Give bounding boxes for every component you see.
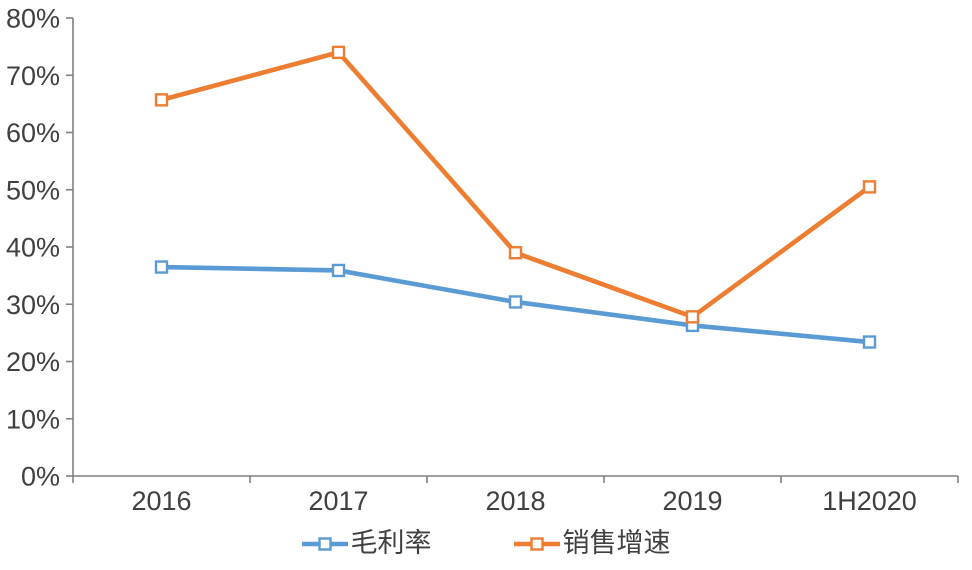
legend: 毛利率 销售增速 [0, 530, 972, 557]
y-axis-label: 0% [21, 462, 60, 492]
legend-square [529, 536, 544, 551]
series-marker-1 [154, 93, 169, 107]
x-axis-label: 2018 [485, 486, 545, 516]
legend-marker-icon [301, 536, 348, 551]
legend-square [317, 536, 332, 551]
series-marker-1 [685, 310, 700, 324]
legend-item-1: 销售增速 [513, 528, 671, 558]
series-marker-1 [331, 45, 346, 60]
x-axis-label: 2019 [662, 486, 722, 516]
series-marker-1 [508, 246, 523, 260]
series-line-1 [160, 49, 871, 320]
legend-item-0: 毛利率 [301, 528, 432, 558]
series-marker-1 [862, 180, 877, 194]
y-axis-label: 80% [6, 4, 60, 34]
x-axis-label: 1H2020 [822, 486, 917, 516]
legend-marker-icon [513, 536, 560, 551]
plot-area: 0% 10% 20% 30% 40% 50% 60% 70% 80% 2016 2017 2018 20… [6, 4, 959, 516]
legend-label: 销售增速 [562, 528, 671, 558]
x-axis-label: 2016 [131, 486, 191, 516]
series-marker-0 [508, 295, 523, 309]
x-axis-label: 2017 [308, 486, 368, 516]
y-axis-label: 70% [6, 61, 60, 91]
legend-label: 毛利率 [350, 528, 432, 558]
y-axis-label: 60% [6, 118, 60, 148]
series-marker-0 [862, 335, 877, 349]
y-axis-label: 40% [6, 233, 60, 263]
y-axis-label: 50% [6, 175, 60, 205]
series-marker-0 [154, 260, 169, 274]
y-axis-label: 20% [6, 347, 60, 377]
y-axis-label: 10% [6, 404, 60, 434]
series-marker-0 [331, 263, 346, 278]
y-axis-label: 30% [6, 290, 60, 320]
